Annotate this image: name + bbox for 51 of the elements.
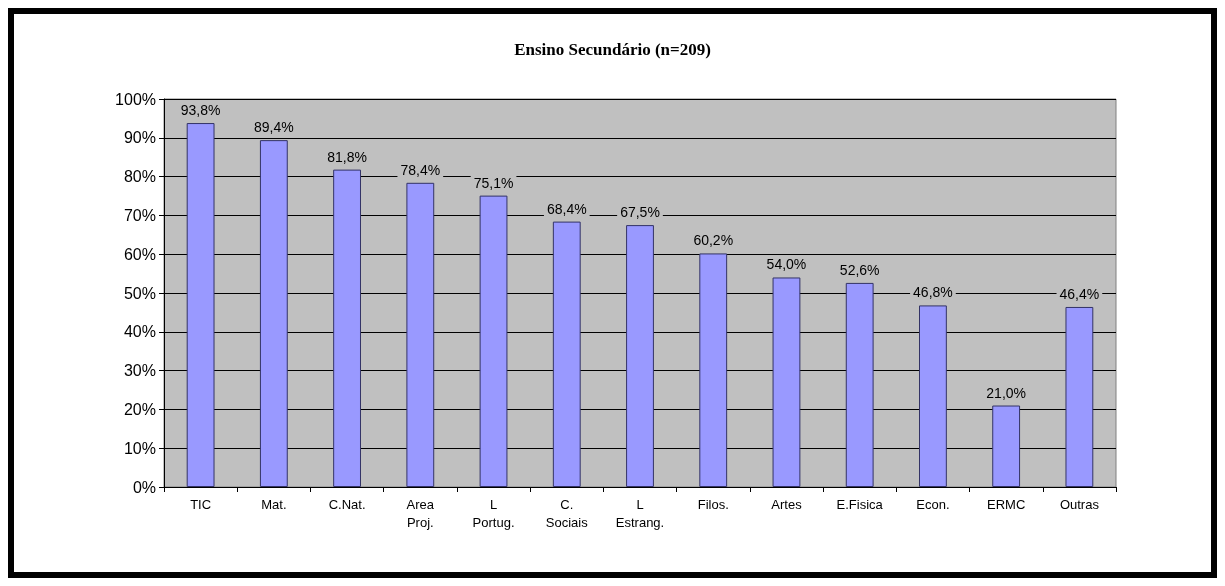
x-tick-label: ERMC: [987, 496, 1026, 512]
data-label: 67,5%: [620, 204, 660, 221]
data-label: 81,8%: [327, 148, 367, 165]
bar: [186, 123, 215, 487]
y-tick-label: 50%: [123, 284, 156, 302]
chart-title: Ensino Secundário (n=209): [514, 40, 711, 59]
bar: [992, 405, 1021, 487]
x-tick-label: C. Sociais: [545, 496, 589, 530]
bar: [699, 253, 728, 487]
x-tick-label: TIC: [190, 496, 212, 512]
y-tick-label: 40%: [123, 323, 156, 341]
bar: [845, 282, 874, 487]
data-label: 46,4%: [1059, 285, 1100, 302]
data-label: 54,0%: [766, 256, 807, 273]
y-tick-label: 0%: [132, 478, 156, 496]
x-tick-label: Artes: [771, 496, 803, 512]
bar: [333, 169, 361, 487]
data-label: 78,4%: [400, 161, 441, 178]
y-tick-label: 10%: [123, 439, 156, 457]
bar: [479, 195, 508, 487]
y-tick-label: 20%: [123, 400, 156, 418]
bar: [919, 305, 947, 487]
data-label: 21,0%: [986, 384, 1027, 401]
y-tick-label: 100%: [115, 90, 156, 108]
bar: [259, 140, 288, 487]
x-tick-label: Area Proj.: [406, 496, 435, 530]
x-tick-label: Outras: [1059, 496, 1100, 512]
y-tick-label: 90%: [123, 129, 156, 147]
bar: [772, 277, 801, 487]
bar: [626, 225, 654, 487]
data-label: 93,8%: [180, 102, 221, 119]
y-tick-label: 30%: [123, 362, 156, 380]
x-tick-label: L Portug.: [472, 496, 515, 530]
bar: [552, 221, 581, 487]
x-tick-label: Filos.: [697, 496, 729, 512]
bar: [1065, 306, 1094, 487]
data-label: 46,8%: [913, 284, 953, 301]
bar: [406, 182, 435, 487]
data-label: 89,4%: [253, 119, 294, 136]
y-tick-label: 70%: [123, 206, 156, 224]
x-tick-label: Econ.: [916, 496, 950, 512]
x-tick-label: C.Nat.: [328, 496, 366, 512]
y-tick-label: 60%: [123, 245, 156, 263]
data-label: 60,2%: [693, 232, 734, 249]
x-tick-label: E.Fisica: [836, 496, 884, 512]
data-label: 52,6%: [839, 261, 880, 278]
x-tick-label: L Estrang.: [615, 496, 665, 530]
data-label: 68,4%: [546, 200, 587, 217]
data-label: 75,1%: [473, 174, 514, 191]
x-tick-label: Mat.: [261, 496, 287, 512]
y-tick-label: 80%: [123, 168, 156, 186]
